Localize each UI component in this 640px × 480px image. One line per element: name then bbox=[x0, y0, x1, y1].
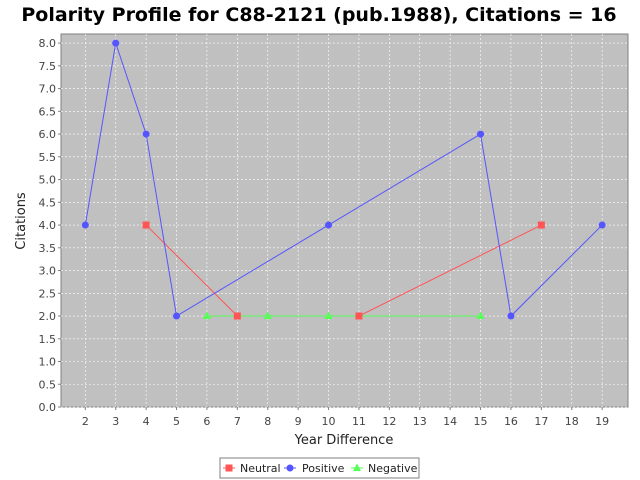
x-tick-label: 12 bbox=[382, 415, 396, 428]
y-tick-label: 2.5 bbox=[39, 287, 57, 300]
x-tick-label: 13 bbox=[413, 415, 427, 428]
x-tick-label: 19 bbox=[595, 415, 609, 428]
legend-label-neutral: Neutral bbox=[240, 462, 281, 475]
data-point-neutral bbox=[143, 222, 150, 229]
y-tick-label: 0.5 bbox=[39, 378, 57, 391]
y-tick-label: 5.0 bbox=[39, 174, 57, 187]
y-tick-label: 6.0 bbox=[39, 128, 57, 141]
data-point-positive bbox=[507, 313, 514, 320]
x-tick-label: 17 bbox=[534, 415, 548, 428]
y-tick-label: 1.5 bbox=[39, 333, 57, 346]
x-tick-label: 11 bbox=[352, 415, 366, 428]
y-tick-label: 8.0 bbox=[39, 37, 57, 50]
data-point-positive bbox=[173, 313, 180, 320]
y-axis-label: Citations bbox=[14, 192, 29, 250]
x-axis: 2 3 4 5 6 7 8 9 10 11 12 13 14 15 16 17 18 19 bbox=[82, 407, 609, 428]
y-tick-label: 1.0 bbox=[39, 356, 57, 369]
data-point-positive bbox=[325, 222, 332, 229]
chart-title: Polarity Profile for C88-2121 (pub.1988)… bbox=[21, 4, 616, 26]
x-tick-label: 9 bbox=[295, 415, 302, 428]
x-tick-label: 8 bbox=[264, 415, 271, 428]
data-point-neutral bbox=[234, 313, 241, 320]
y-tick-label: 7.5 bbox=[39, 60, 57, 73]
data-point-positive bbox=[143, 131, 150, 138]
x-tick-label: 14 bbox=[443, 415, 457, 428]
x-tick-label: 16 bbox=[504, 415, 518, 428]
x-tick-label: 10 bbox=[322, 415, 336, 428]
x-tick-label: 3 bbox=[112, 415, 119, 428]
data-point-positive bbox=[599, 222, 606, 229]
x-tick-label: 7 bbox=[234, 415, 241, 428]
y-tick-label: 2.0 bbox=[39, 310, 57, 323]
y-tick-label: 4.0 bbox=[39, 219, 57, 232]
x-tick-label: 6 bbox=[203, 415, 210, 428]
y-tick-label: 6.5 bbox=[39, 105, 57, 118]
data-point-neutral bbox=[355, 313, 362, 320]
data-point-neutral bbox=[538, 222, 545, 229]
y-tick-label: 3.0 bbox=[39, 265, 57, 278]
y-axis: 0.0 0.5 1.0 1.5 2.0 2.5 3.0 3.5 4.0 4.5 5.0 5.5 6.0 6… bbox=[39, 37, 62, 414]
y-tick-label: 4.5 bbox=[39, 196, 57, 209]
x-tick-label: 2 bbox=[82, 415, 89, 428]
y-tick-label: 7.0 bbox=[39, 83, 57, 96]
legend-label-negative: Negative bbox=[368, 462, 418, 475]
data-point-positive bbox=[82, 222, 89, 229]
y-tick-label: 5.5 bbox=[39, 151, 57, 164]
x-tick-label: 18 bbox=[565, 415, 579, 428]
x-axis-label: Year Difference bbox=[294, 433, 394, 448]
legend: Neutral Positive Negative bbox=[220, 458, 419, 478]
x-tick-label: 4 bbox=[143, 415, 150, 428]
data-point-positive bbox=[112, 40, 119, 47]
x-tick-label: 5 bbox=[173, 415, 180, 428]
y-tick-label: 0.0 bbox=[39, 401, 57, 414]
x-tick-label: 15 bbox=[474, 415, 488, 428]
data-point-positive bbox=[477, 131, 484, 138]
legend-label-positive: Positive bbox=[302, 462, 345, 475]
y-tick-label: 3.5 bbox=[39, 242, 57, 255]
